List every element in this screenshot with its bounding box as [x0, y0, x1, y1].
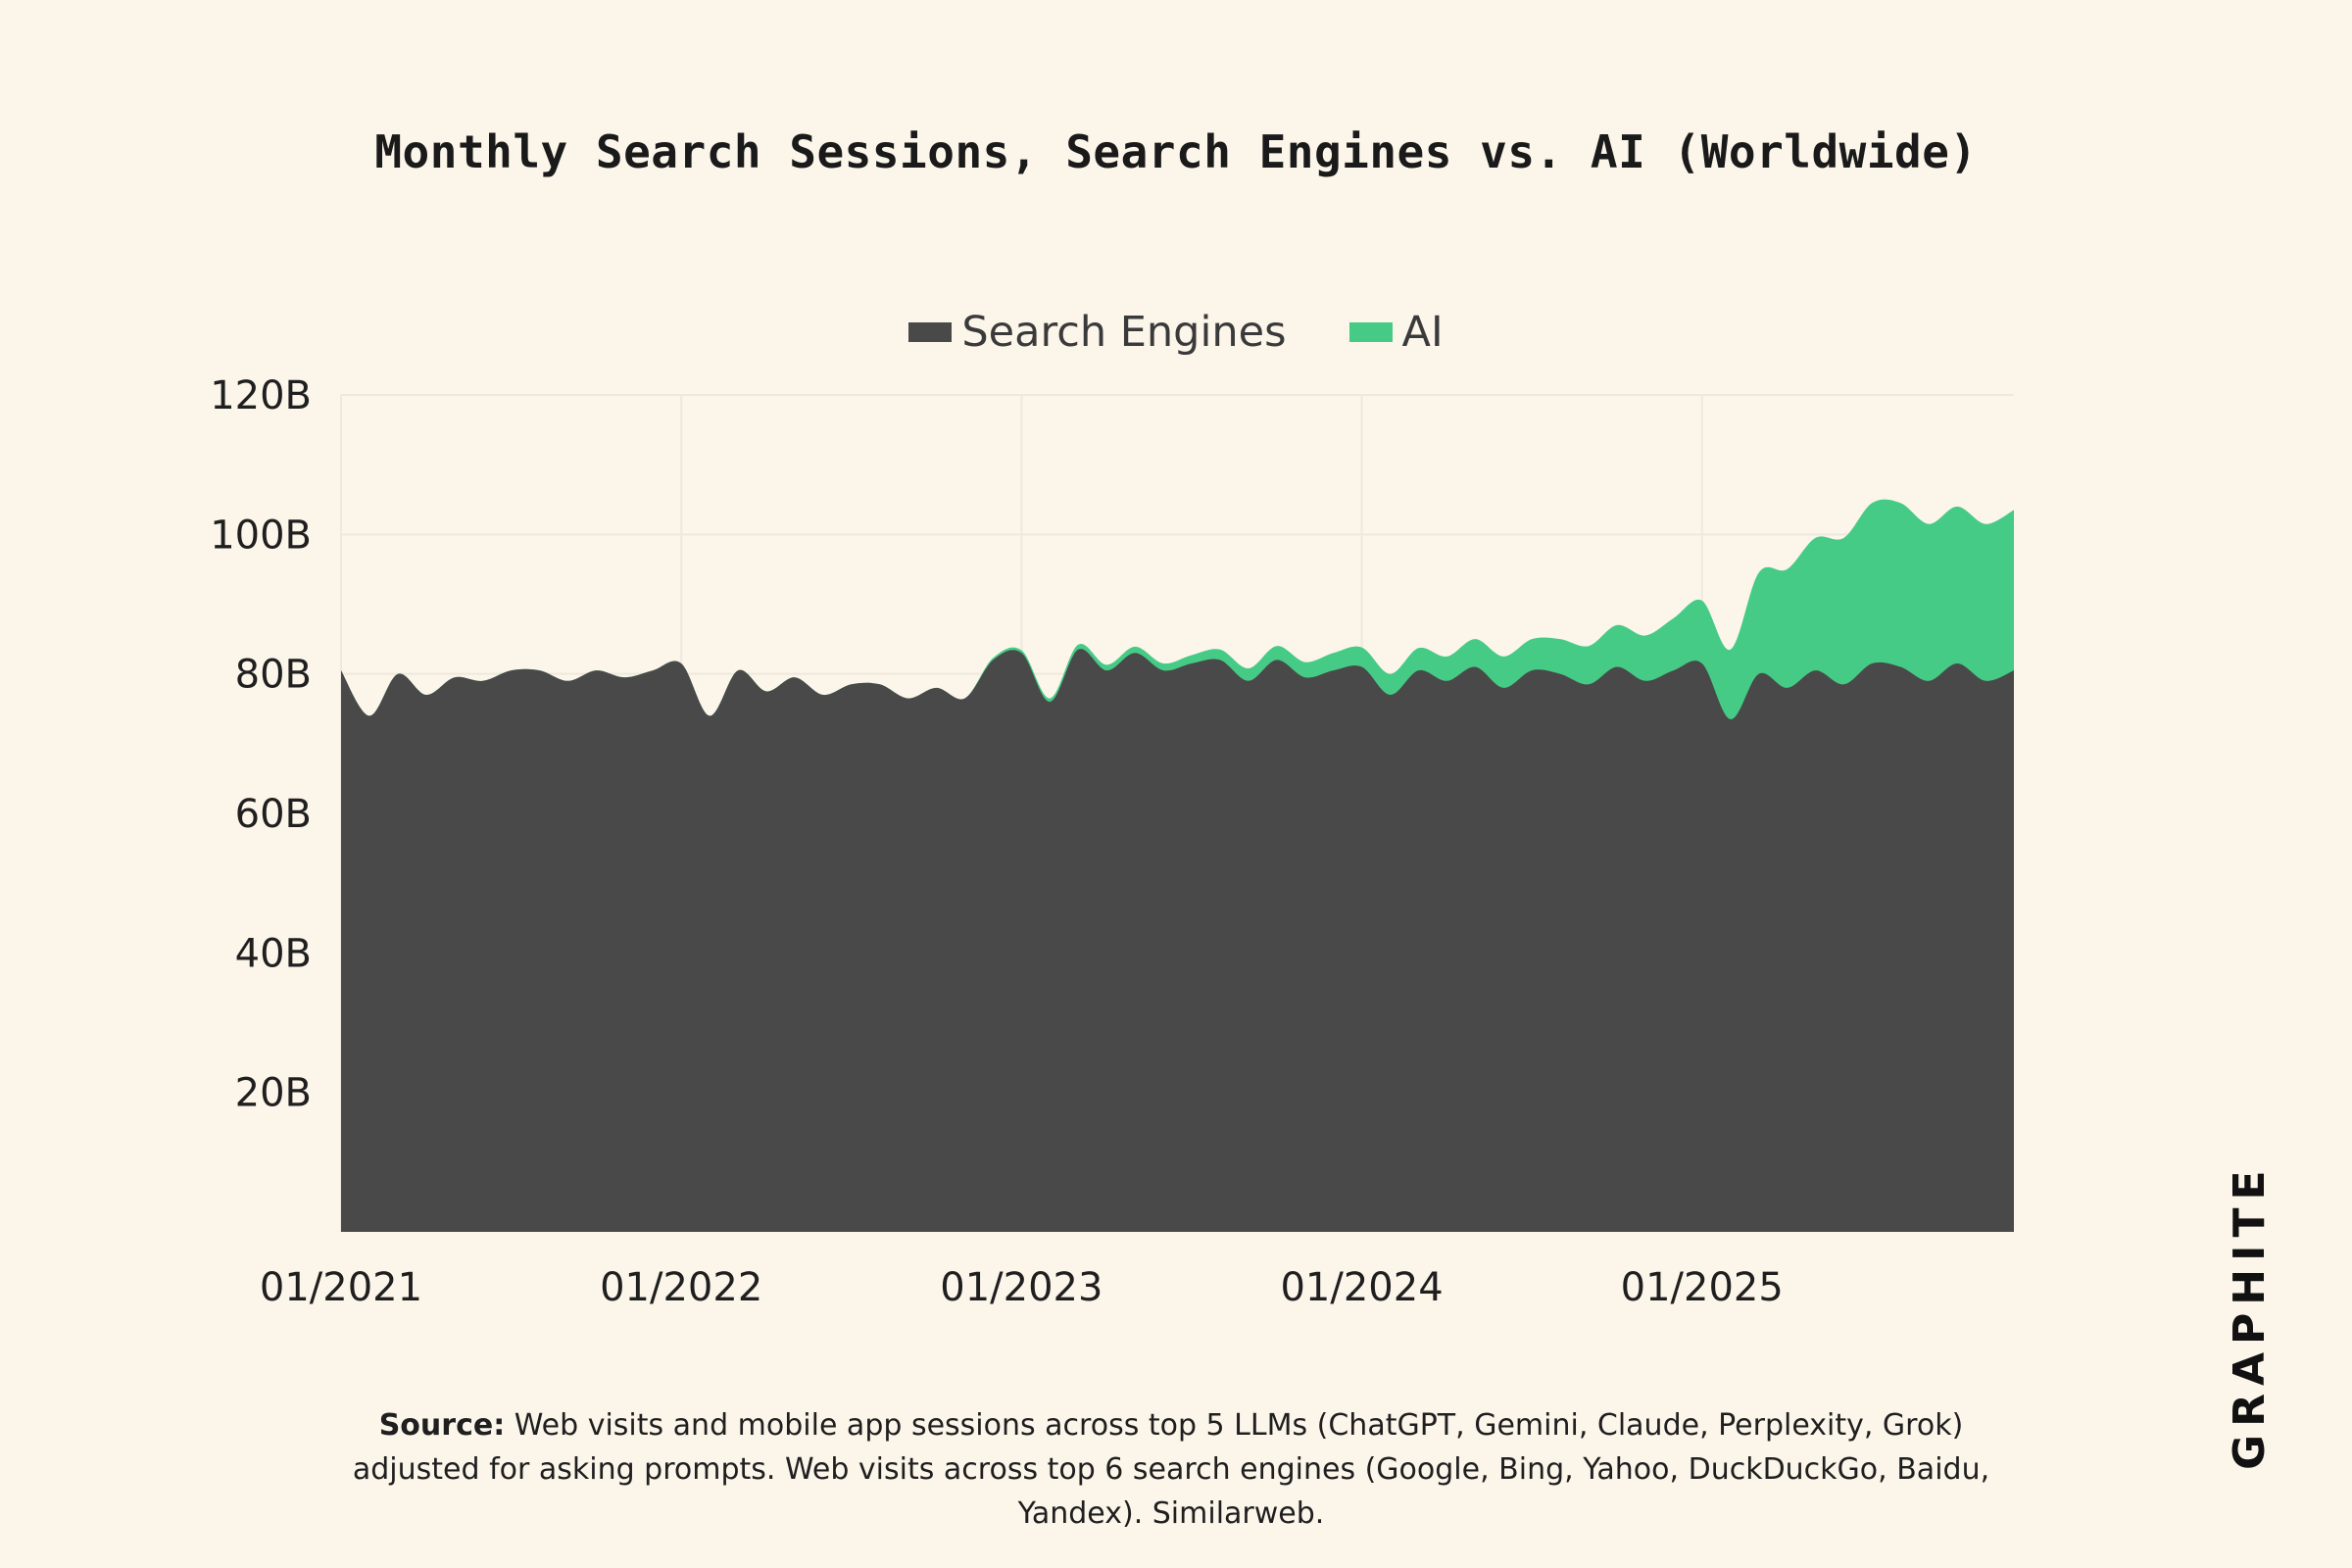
y-tick-label-0: 20B: [235, 1071, 312, 1116]
chart-title: Monthly Search Sessions, Search Engines …: [374, 125, 1978, 178]
y-tick-label-4: 100B: [210, 513, 312, 558]
x-tick-label-4: 01/2025: [1621, 1265, 1784, 1310]
source-note: Source: Web visits and mobile app sessio…: [323, 1403, 2019, 1536]
source-label: Source:: [378, 1408, 506, 1443]
y-tick-label-5: 120B: [210, 373, 312, 418]
y-tick-label-2: 60B: [235, 792, 312, 837]
legend-item-search-engines: Search Engines: [908, 308, 1287, 357]
source-text: Web visits and mobile app sessions acros…: [352, 1408, 1990, 1531]
x-tick-label-1: 01/2022: [600, 1265, 762, 1310]
legend-label-search-engines: Search Engines: [961, 308, 1287, 357]
legend-label-ai: AI: [1401, 308, 1444, 357]
legend-swatch-ai: [1348, 322, 1393, 342]
x-tick-label-2: 01/2023: [940, 1265, 1102, 1310]
chart-legend: Search Engines AI: [0, 308, 2352, 357]
legend-swatch-search-engines: [908, 322, 953, 342]
legend-item-ai: AI: [1348, 308, 1444, 357]
y-tick-label-3: 80B: [235, 653, 312, 698]
series-area-search-engines: [341, 649, 2014, 1232]
x-tick-label-3: 01/2024: [1280, 1265, 1443, 1310]
graphite-logo: GRAPHITE: [2225, 1162, 2275, 1470]
y-tick-label-1: 40B: [235, 931, 312, 976]
x-tick-label-0: 01/2021: [260, 1265, 422, 1310]
